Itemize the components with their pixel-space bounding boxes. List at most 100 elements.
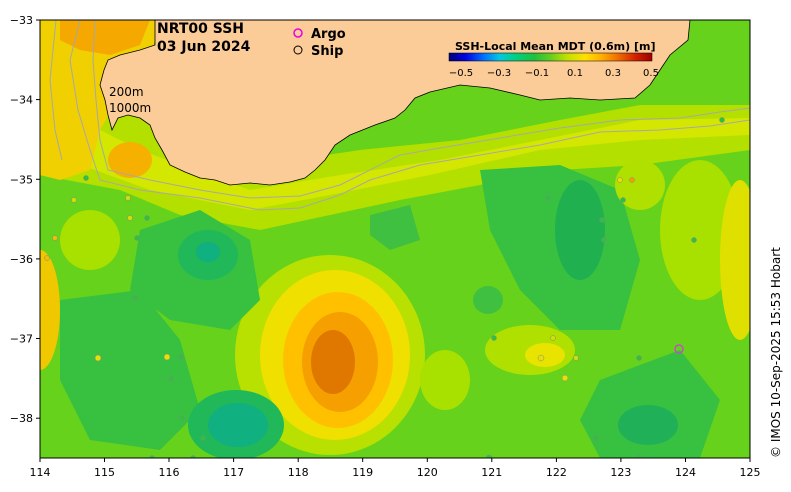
map-date: 03 Jun 2024: [157, 39, 251, 55]
argo-marker: [635, 454, 643, 458]
colorbar-tick: 0.1: [567, 68, 583, 79]
x-tick-label: 125: [740, 466, 761, 479]
colorbar-tick: −0.1: [525, 68, 549, 79]
x-tick-label: 115: [94, 466, 115, 479]
argo-marker: [617, 177, 623, 183]
x-tick-label: 117: [223, 466, 244, 479]
cold-region-sw: [60, 290, 200, 450]
warm-patch-4: [420, 350, 470, 410]
argo-marker: [485, 454, 493, 458]
argo-marker: [537, 354, 545, 362]
map-title: NRT00 SSH: [157, 21, 244, 37]
argo-marker: [125, 195, 131, 201]
x-tick-label: 118: [288, 466, 309, 479]
colorbar: SSH-Local Mean MDT (0.6m) [m] −0.5 −0.3 …: [448, 40, 659, 79]
colorbar-gradient: [448, 52, 653, 62]
argo-marker: [200, 435, 206, 441]
x-tick-label: 119: [352, 466, 373, 479]
cold-patch-2: [473, 286, 503, 314]
colorbar-title: SSH-Local Mean MDT (0.6m) [m]: [455, 40, 655, 53]
y-axis: −33 −34 −35 −36 −37 −38: [10, 14, 40, 425]
x-axis: 114 115 116 117 118 119 120 121 122 123 …: [30, 458, 761, 479]
isobath-1000m-label: 1000m: [109, 101, 151, 115]
y-tick-label: −35: [10, 173, 33, 186]
argo-marker: [83, 175, 89, 181]
argo-marker: [691, 237, 697, 243]
argo-marker: [127, 215, 133, 221]
cold-eddy-east-core: [555, 180, 605, 280]
x-tick-label: 124: [675, 466, 696, 479]
argo-marker: [168, 376, 174, 382]
argo-marker: [134, 235, 140, 241]
eddy-dark-orange: [311, 330, 355, 394]
argo-marker: [491, 335, 497, 341]
argo-marker: [629, 177, 635, 183]
legend: Argo Ship: [293, 27, 346, 59]
colorbar-tick: 0.3: [605, 68, 621, 79]
x-tick-label: 120: [417, 466, 438, 479]
cold-eddy-se-core: [618, 405, 678, 445]
argo-marker: [593, 435, 599, 441]
cold-patch-1: [370, 205, 420, 250]
y-tick-label: −38: [10, 412, 33, 425]
colorbar-tick: −0.5: [449, 68, 473, 79]
argo-marker: [545, 195, 551, 201]
argo-marker: [178, 354, 184, 360]
warm-patch-3: [615, 160, 665, 210]
argo-marker: [144, 215, 150, 221]
argo-marker: [52, 235, 58, 241]
warm-patch-edge: [720, 180, 750, 340]
plot-frame: [39, 19, 751, 459]
isobath-1000m: [69, 20, 750, 211]
argo-marker: [561, 374, 569, 382]
ship-legend-icon: [293, 45, 303, 55]
argo-marker: [636, 355, 642, 361]
argo-marker: [190, 455, 196, 458]
y-tick-label: −36: [10, 253, 33, 266]
warm-patch-5: [60, 210, 120, 270]
argo-marker: [44, 255, 50, 261]
argo-marker: [550, 335, 556, 341]
colorbar-tick: 0.5: [643, 68, 659, 79]
cold-eddy-nw-center: [196, 242, 220, 262]
ssh-field: [40, 20, 750, 458]
isobath-200m: [92, 20, 750, 199]
y-tick-label: −33: [10, 14, 33, 27]
warm-patch-east: [660, 160, 740, 300]
field-west-orange-2: [108, 142, 152, 178]
x-tick-label: 114: [30, 466, 51, 479]
isobath-extra-west: [49, 20, 63, 161]
argo-marker-highlight: [674, 344, 684, 354]
warm-patch-2: [525, 343, 565, 367]
x-tick-label: 121: [481, 466, 502, 479]
argo-legend-icon: [293, 28, 303, 38]
argo-marker: [132, 295, 138, 301]
argo-marker: [179, 415, 185, 421]
argo-marker: [149, 455, 155, 458]
x-tick-label: 116: [159, 466, 180, 479]
imos-credit: © IMOS 10-Sep-2025 15:53 Hobart: [769, 247, 783, 458]
argo-marker: [599, 217, 605, 223]
field-west-orange: [60, 20, 150, 55]
isobaths: [49, 20, 750, 211]
cold-eddy-south-core: [208, 403, 268, 447]
colorbar-tick: −0.3: [487, 68, 511, 79]
argo-marker: [719, 117, 725, 123]
field-shelf-yellow: [40, 100, 750, 210]
isobath-200m-label: 200m: [109, 85, 144, 99]
x-tick-label: 122: [546, 466, 567, 479]
y-tick-label: −37: [10, 333, 33, 346]
argo-marker: [71, 197, 77, 203]
field-west-edge: [40, 250, 60, 370]
legend-argo-label: Argo: [311, 27, 346, 42]
cold-region-se: [580, 350, 720, 458]
argo-marker: [620, 197, 626, 203]
argo-marker: [573, 355, 579, 361]
observation-markers: [44, 117, 725, 458]
argo-marker: [163, 353, 171, 361]
legend-ship-label: Ship: [311, 44, 343, 59]
y-tick-label: −34: [10, 94, 33, 107]
argo-marker: [94, 354, 102, 362]
argo-marker: [601, 237, 607, 243]
